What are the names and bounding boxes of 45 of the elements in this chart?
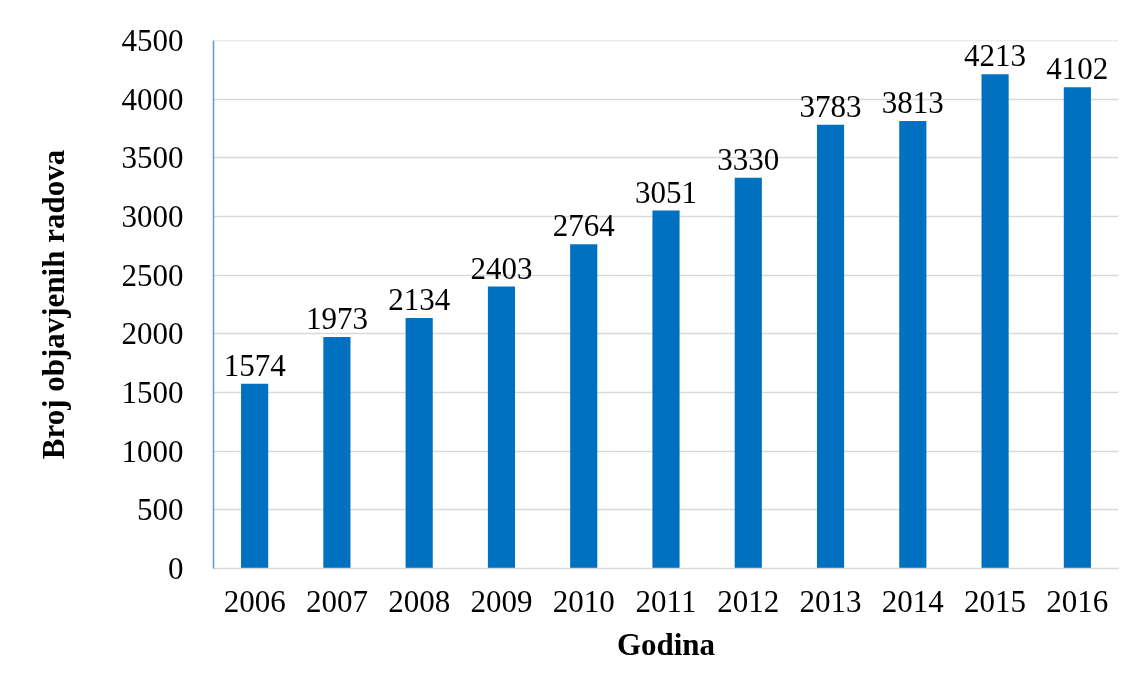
x-tick-label: 2015 xyxy=(964,583,1027,619)
x-tick-label: 2007 xyxy=(305,583,368,619)
y-tick-label: 500 xyxy=(137,492,184,528)
y-axis-title: Broj objavjenih radova xyxy=(35,149,71,460)
data-label: 1973 xyxy=(305,301,368,336)
data-label: 3813 xyxy=(881,85,944,121)
data-label: 4213 xyxy=(964,38,1027,74)
y-tick-label: 4500 xyxy=(121,23,184,58)
x-tick-label: 2012 xyxy=(717,583,780,619)
y-tick-label: 0 xyxy=(168,551,184,586)
x-tick-label: 2014 xyxy=(881,583,945,619)
bar xyxy=(323,337,351,569)
y-tick-label: 1500 xyxy=(121,375,184,410)
data-label: 2403 xyxy=(470,250,533,286)
bar xyxy=(487,286,516,569)
y-tick-label: 2000 xyxy=(121,316,184,352)
data-label: 1574 xyxy=(223,347,287,383)
bar xyxy=(652,210,680,569)
x-tick-label: 2009 xyxy=(470,583,533,619)
x-tick-label: 2006 xyxy=(223,583,286,619)
y-tick-label: 3500 xyxy=(121,140,184,176)
x-tick-label: 2010 xyxy=(552,583,615,619)
data-label: 3051 xyxy=(635,174,697,210)
bar xyxy=(734,177,762,569)
data-label: 4102 xyxy=(1046,51,1109,87)
y-tick-label: 4000 xyxy=(121,81,184,117)
bar xyxy=(1063,87,1091,569)
x-tick-label: 2013 xyxy=(799,583,862,619)
data-label: 3330 xyxy=(717,141,780,177)
data-label: 2764 xyxy=(552,208,616,244)
x-tick-label: 2016 xyxy=(1046,583,1109,619)
bar xyxy=(899,121,927,569)
bar xyxy=(570,244,598,569)
bar xyxy=(816,124,845,569)
data-label: 3783 xyxy=(799,88,862,124)
bar xyxy=(241,383,269,569)
y-tick-label: 2500 xyxy=(121,257,184,293)
bar xyxy=(405,318,433,569)
x-tick-label: 2011 xyxy=(635,583,697,619)
data-label: 2134 xyxy=(388,282,451,318)
x-axis-title: Godina xyxy=(616,626,716,662)
y-tick-label: 3000 xyxy=(121,199,184,234)
x-tick-label: 2008 xyxy=(388,583,451,619)
bar xyxy=(981,74,1009,569)
y-tick-label: 1000 xyxy=(121,433,184,469)
